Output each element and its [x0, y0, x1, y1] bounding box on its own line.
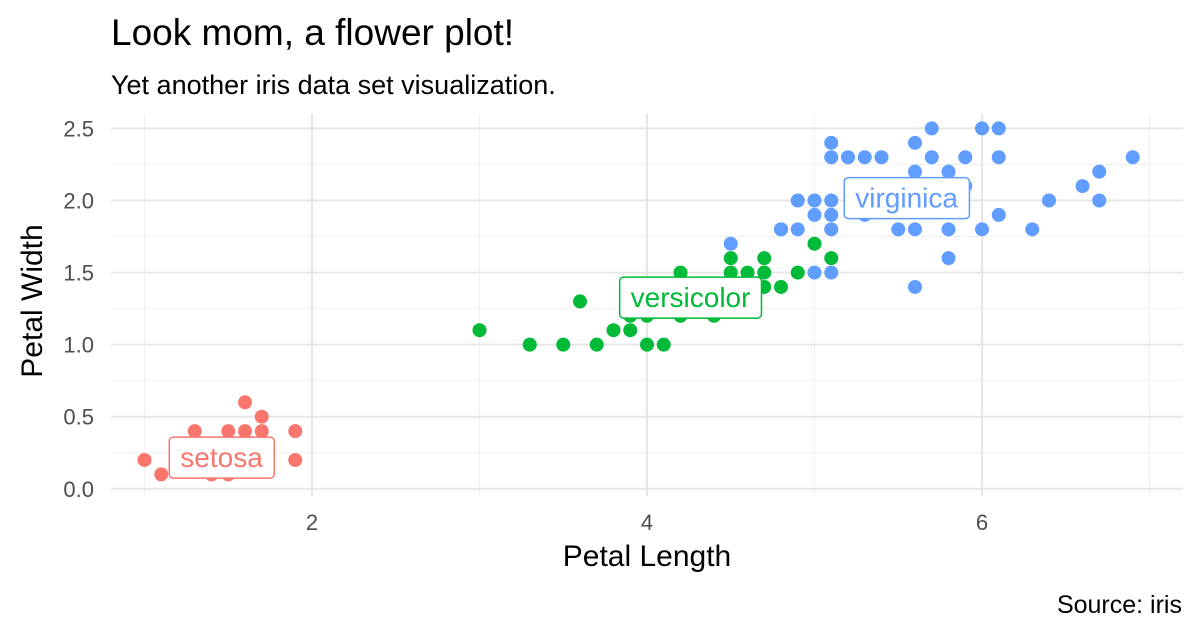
data-point-virginica [941, 164, 956, 179]
x-tick-label: 2 [306, 510, 318, 535]
data-point-virginica [824, 135, 839, 150]
data-point-versicolor [623, 323, 638, 338]
data-point-virginica [975, 121, 989, 136]
data-point-setosa [137, 452, 152, 467]
chart-title: Look mom, a flower plot! [111, 12, 515, 53]
data-point-virginica [1092, 164, 1107, 179]
data-point-setosa [187, 424, 202, 439]
data-point-virginica [774, 222, 788, 237]
series-label-box [168, 436, 275, 479]
data-point-setosa [288, 452, 303, 467]
data-point-versicolor [522, 337, 537, 352]
y-axis-ticks: 0.0 0.5 1.0 1.5 2.0 2.5 [63, 116, 94, 501]
data-point-versicolor [472, 323, 487, 338]
data-point-versicolor [640, 337, 654, 352]
data-point-virginica [1042, 193, 1056, 208]
x-tick-label: 4 [641, 510, 653, 535]
data-point-setosa [154, 467, 169, 482]
data-point-versicolor [807, 236, 822, 251]
series-label-box [843, 176, 971, 220]
data-point-setosa [288, 424, 303, 439]
series-label-versicolor: versicolor [618, 276, 763, 319]
data-point-versicolor [606, 323, 621, 338]
data-point-virginica [991, 121, 1006, 136]
data-point-virginica [1125, 150, 1140, 165]
data-point-virginica [790, 193, 805, 208]
data-point-virginica [824, 222, 839, 237]
chart-caption: Source: iris [1056, 591, 1182, 619]
data-point-virginica [790, 222, 805, 237]
data-point-setosa [254, 409, 269, 424]
data-point-virginica [824, 150, 839, 165]
data-point-setosa [238, 395, 252, 410]
data-point-virginica [924, 150, 939, 165]
y-tick-label: 2.5 [63, 116, 94, 141]
data-point-virginica [908, 164, 922, 179]
data-point-versicolor [573, 294, 587, 309]
data-point-setosa [238, 424, 252, 439]
data-point-virginica [908, 135, 922, 150]
data-point-virginica [824, 207, 839, 222]
x-axis-title: Petal Length [563, 540, 731, 573]
data-point-virginica [958, 150, 973, 165]
data-point-virginica [991, 207, 1006, 222]
data-point-virginica [908, 222, 922, 237]
y-axis-title: Petal Width [16, 224, 49, 377]
data-point-versicolor [757, 265, 772, 280]
data-point-virginica [991, 150, 1006, 165]
data-point-virginica [941, 222, 956, 237]
chart-subtitle: Yet another iris data set visualization. [111, 70, 556, 100]
data-point-virginica [824, 193, 839, 208]
series-label-text: setosa [180, 442, 263, 473]
data-point-virginica [891, 222, 906, 237]
y-tick-label: 0.0 [63, 477, 94, 502]
data-point-versicolor [589, 337, 604, 352]
series-label-setosa: setosa [168, 436, 275, 479]
data-point-virginica [1075, 179, 1090, 194]
data-point-versicolor [740, 265, 755, 280]
y-tick-label: 1.0 [63, 333, 94, 358]
data-point-virginica [824, 265, 839, 280]
data-point-virginica [807, 207, 822, 222]
data-point-versicolor [556, 337, 571, 352]
series-labels: setosa versicolor virginica [168, 176, 971, 479]
data-point-virginica [807, 193, 822, 208]
data-point-virginica [1092, 193, 1107, 208]
data-point-versicolor [673, 265, 688, 280]
y-tick-label: 2.0 [63, 188, 94, 213]
data-point-versicolor [790, 265, 805, 280]
x-axis-ticks: 2 4 6 [306, 510, 988, 535]
data-point-virginica [924, 121, 939, 136]
y-tick-label: 0.5 [63, 405, 94, 430]
data-point-virginica [941, 251, 956, 266]
series-label-text: versicolor [631, 282, 751, 313]
x-tick-label: 6 [976, 510, 988, 535]
data-point-versicolor [774, 279, 788, 294]
data-point-virginica [857, 150, 872, 165]
y-tick-label: 1.5 [63, 261, 94, 286]
data-point-versicolor [757, 251, 772, 266]
data-point-virginica [908, 279, 922, 294]
series-label-virginica: virginica [843, 176, 971, 220]
data-point-setosa [221, 424, 236, 439]
data-point-virginica [807, 265, 822, 280]
data-point-versicolor [824, 251, 839, 266]
data-point-virginica [1025, 222, 1040, 237]
data-point-versicolor [723, 265, 738, 280]
data-point-setosa [254, 424, 269, 439]
data-point-versicolor [656, 337, 671, 352]
series-label-box [618, 276, 763, 319]
data-point-versicolor [723, 251, 738, 266]
data-point-virginica [874, 150, 889, 165]
data-point-virginica [975, 222, 989, 237]
series-label-text: virginica [855, 183, 958, 214]
data-point-virginica [723, 236, 738, 251]
data-point-virginica [841, 150, 855, 165]
